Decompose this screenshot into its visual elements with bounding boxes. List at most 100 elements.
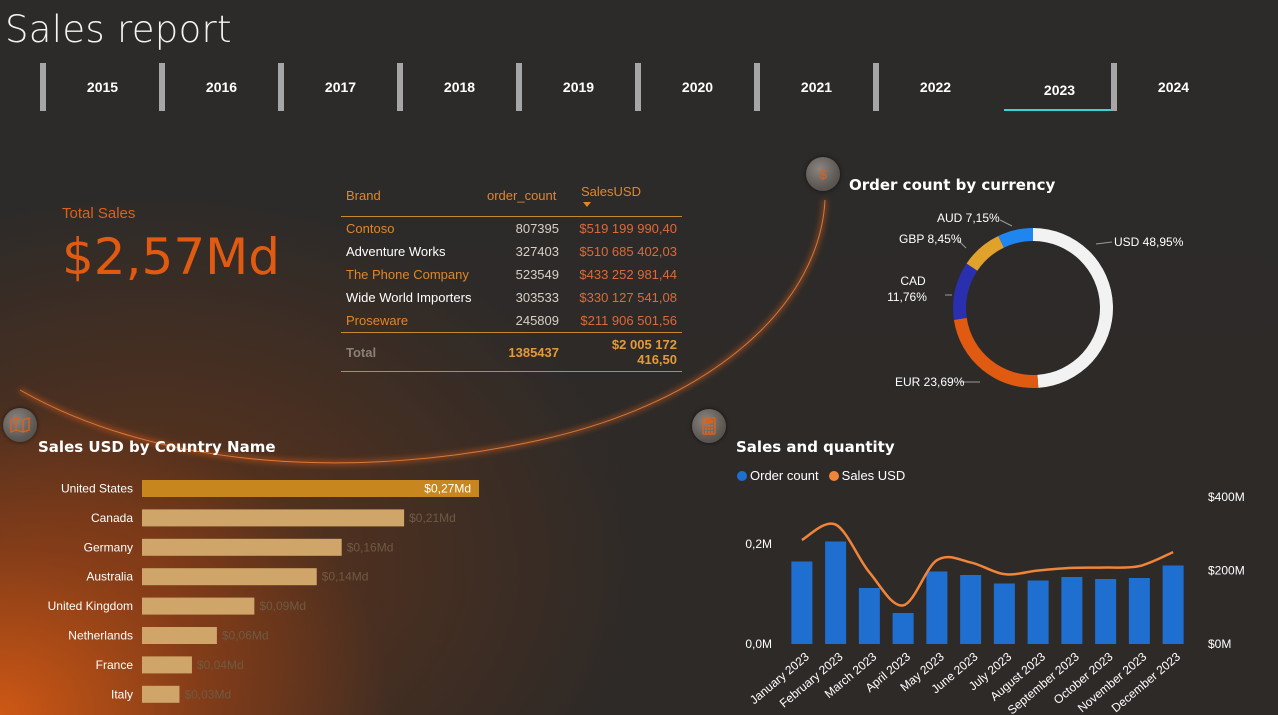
year-label: 2018 <box>443 79 476 95</box>
currency-donut-chart: USD 48,95% EUR 23,69% CAD 11,76% GBP 8,45% AU… <box>887 211 1184 389</box>
year-label: 2024 <box>1157 79 1190 95</box>
svg-text:$: $ <box>819 166 827 182</box>
brand-table: Brand order_count SalesUSD Contoso 807395… <box>341 178 682 372</box>
donut-label-usd: USD 48,95% <box>1114 235 1184 249</box>
dollar-icon: $ <box>806 157 840 191</box>
order-count-bar-may-2023[interactable] <box>926 571 948 645</box>
country-label-netherlands: Netherlands <box>68 629 133 643</box>
cell-sales: $510 685 402,03 <box>579 244 677 259</box>
cell-order-count: 303533 <box>515 290 559 305</box>
country-chart-title: Sales USD by Country Name <box>38 438 276 456</box>
sales-quantity-legend: Order count Sales USD <box>737 468 905 483</box>
page-title: Sales report <box>5 8 232 51</box>
order-count-bar-august-2023[interactable] <box>1027 580 1049 645</box>
sales-usd-line[interactable] <box>801 522 1174 607</box>
donut-label-gbp: GBP 8,45% <box>899 232 962 246</box>
total-cell-sales: $2 005 172 416,50 <box>564 332 682 372</box>
column-header-sales[interactable]: SalesUSD <box>564 178 682 217</box>
year-label: 2021 <box>800 79 833 95</box>
calculator-icon <box>692 409 726 443</box>
country-bar-united-states[interactable] <box>142 480 479 497</box>
legend-item-order-count[interactable]: Order count <box>737 468 819 483</box>
country-value-label: $0,04Md <box>197 658 244 672</box>
order-count-bar-april-2023[interactable] <box>892 613 914 644</box>
order-count-bar-october-2023[interactable] <box>1095 579 1117 644</box>
donut-slice-aud[interactable] <box>998 228 1033 248</box>
order-count-bar-march-2023[interactable] <box>858 588 880 644</box>
legend-dot-order-count <box>737 470 747 481</box>
country-bar-netherlands[interactable] <box>142 627 217 644</box>
country-bar-germany[interactable] <box>142 538 342 556</box>
order-count-bar-january-2023[interactable] <box>791 561 813 645</box>
country-bar-canada[interactable] <box>142 509 405 527</box>
order-count-bar-december-2023[interactable] <box>1162 565 1184 645</box>
legend-label-sales-usd: Sales USD <box>841 468 906 483</box>
year-label: 2022 <box>919 79 952 95</box>
year-label: 2017 <box>324 79 357 95</box>
country-label-canada: Canada <box>91 511 133 525</box>
left-axis-tick: 0,2M <box>745 537 772 551</box>
year-button-2022[interactable]: 2022 <box>873 63 992 111</box>
legend-item-sales-usd[interactable]: Sales USD <box>828 468 906 483</box>
table-row[interactable]: Adventure Works 327403 $510 685 402,03 <box>341 240 682 263</box>
country-value-label: $0,14Md <box>322 570 369 584</box>
year-label: 2015 <box>86 79 119 95</box>
map-icon <box>3 408 37 442</box>
donut-leader-line <box>957 239 967 249</box>
donut-slice-eur[interactable] <box>953 317 1039 388</box>
year-button-2024[interactable]: 2024 <box>1111 63 1230 111</box>
cell-brand: Proseware <box>346 313 409 328</box>
country-label-australia: Australia <box>86 570 133 584</box>
country-bar-united-kingdom[interactable] <box>142 597 255 615</box>
legend-dot-sales-usd <box>828 470 839 481</box>
table-total-row: Total 1385437 $2 005 172 416,50 <box>341 332 682 372</box>
donut-slice-usd[interactable] <box>1033 228 1114 388</box>
year-button-2020[interactable]: 2020 <box>635 63 754 111</box>
table-row[interactable]: Wide World Importers 303533 $330 127 541,0… <box>341 286 682 309</box>
year-button-2016[interactable]: 2016 <box>159 63 278 111</box>
cell-sales: $211 906 501,56 <box>580 313 677 328</box>
donut-leader-line <box>999 219 1013 227</box>
country-label-italy: Italy <box>111 687 133 701</box>
year-button-2021[interactable]: 2021 <box>754 63 873 111</box>
cell-brand: The Phone Company <box>346 267 469 282</box>
year-label: 2016 <box>205 79 238 95</box>
country-bar-italy[interactable] <box>142 685 180 703</box>
table-row[interactable]: Contoso 807395 $519 199 990,40 <box>341 217 682 241</box>
cell-order-count: 245809 <box>515 313 559 328</box>
order-count-bar-february-2023[interactable] <box>825 541 847 645</box>
table-row[interactable]: The Phone Company 523549 $433 252 981,44 <box>341 263 682 286</box>
total-cell-order-count: 1385437 <box>482 332 564 372</box>
year-button-2023[interactable]: 2023 <box>1004 63 1115 111</box>
order-count-bar-july-2023[interactable] <box>993 583 1015 645</box>
donut-leader-line <box>1095 241 1113 245</box>
donut-label-eur: EUR 23,69% <box>895 375 965 389</box>
year-button-2018[interactable]: 2018 <box>397 63 516 111</box>
year-button-2015[interactable]: 2015 <box>40 63 159 111</box>
donut-value-cad: 11,76% <box>887 290 927 304</box>
donut-slice-cad[interactable] <box>953 263 978 320</box>
total-sales-label: Total Sales <box>62 205 136 222</box>
left-axis-tick: 0,0M <box>745 637 772 651</box>
country-value-label: $0,09Md <box>259 599 306 613</box>
year-label: 2019 <box>562 79 595 95</box>
order-count-bar-september-2023[interactable] <box>1061 577 1083 644</box>
order-count-bar-november-2023[interactable] <box>1128 578 1150 644</box>
cell-sales: $433 252 981,44 <box>579 267 677 282</box>
country-bar-australia[interactable] <box>142 568 317 586</box>
donut-slice-gbp[interactable] <box>966 235 1004 271</box>
column-header-order-count[interactable]: order_count <box>482 178 564 217</box>
year-button-2019[interactable]: 2019 <box>516 63 635 111</box>
sort-descending-icon <box>583 202 591 207</box>
country-bar-france[interactable] <box>142 656 192 674</box>
year-button-2017[interactable]: 2017 <box>278 63 397 111</box>
legend-label-order-count: Order count <box>750 468 819 483</box>
total-cell-label: Total <box>341 332 482 372</box>
right-axis-tick: $400M <box>1208 490 1245 504</box>
table-row[interactable]: Proseware 245809 $211 906 501,56 <box>341 309 682 333</box>
cell-order-count: 807395 <box>515 221 559 236</box>
country-value-label: $0,21Md <box>409 511 456 525</box>
order-count-bar-june-2023[interactable] <box>960 575 982 644</box>
column-header-brand[interactable]: Brand <box>341 178 482 217</box>
